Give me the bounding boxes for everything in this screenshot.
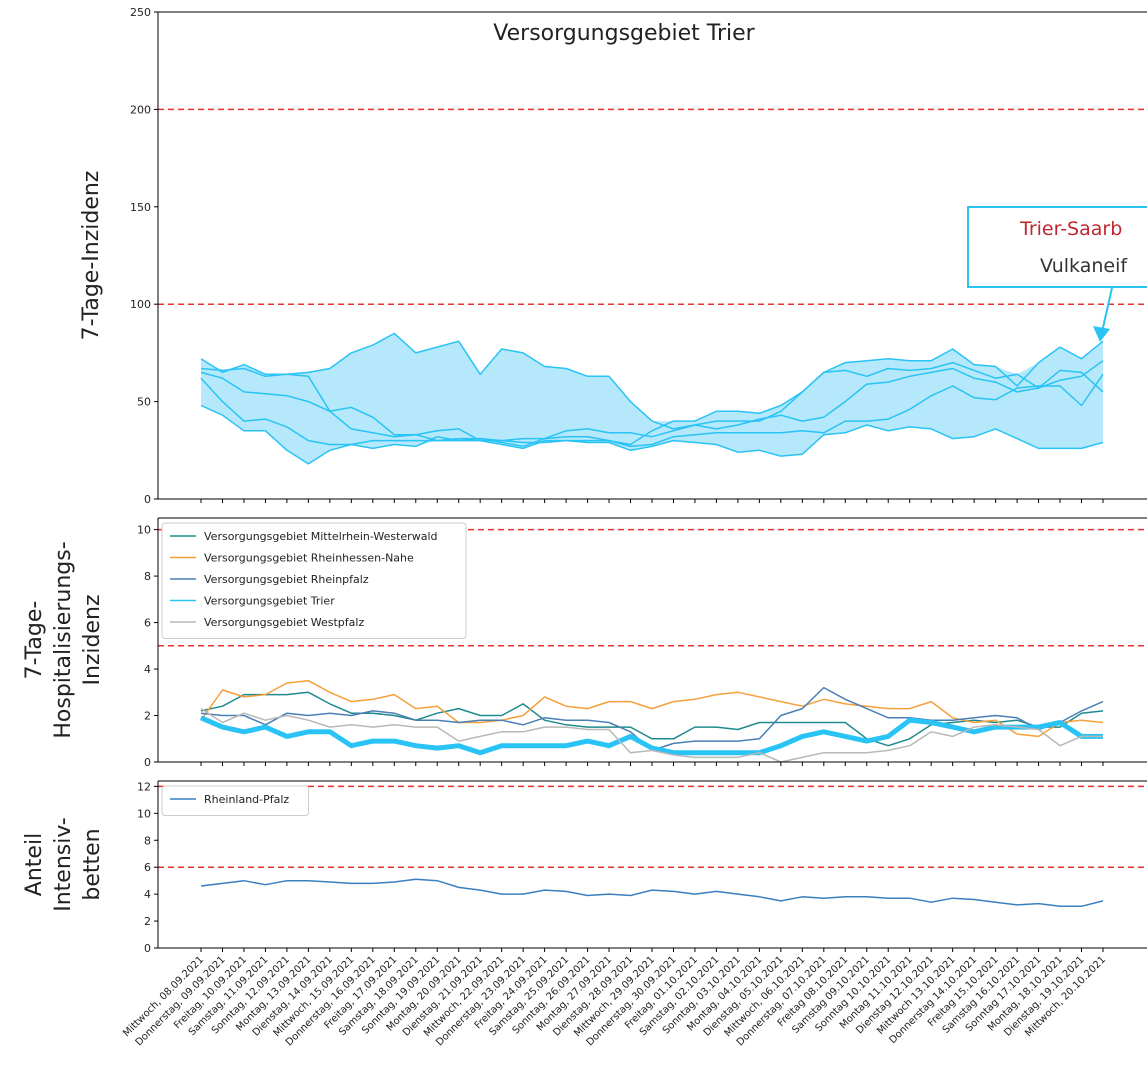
y-tick-label: 200 bbox=[130, 103, 151, 116]
series-line bbox=[200, 715, 1103, 756]
series-line bbox=[200, 367, 1104, 442]
y-axis-label: Anteil bbox=[22, 833, 47, 896]
y-axis-label: Hospitalisierungs- bbox=[51, 541, 76, 738]
y-tick-label: 150 bbox=[130, 201, 151, 214]
series-line bbox=[200, 679, 1104, 738]
y-tick-label: 0 bbox=[144, 756, 151, 769]
annotation-text: Vulkaneif bbox=[1040, 255, 1128, 277]
y-tick-label: 250 bbox=[130, 6, 151, 19]
legend-label: Versorgungsgebiet Rheinpfalz bbox=[204, 573, 369, 586]
y-tick-label: 50 bbox=[137, 396, 151, 409]
y-axis-label: Intensiv- bbox=[51, 817, 76, 911]
series-line bbox=[200, 360, 1104, 446]
legend-box bbox=[161, 785, 309, 816]
y-tick-label: 0 bbox=[144, 493, 151, 506]
series-line bbox=[200, 691, 1104, 747]
y-axis-label: Inzidenz bbox=[80, 594, 105, 685]
y-axis-label: 7-Tage- bbox=[22, 601, 47, 680]
y-tick-label: 2 bbox=[144, 710, 151, 723]
y-tick-label: 12 bbox=[137, 780, 151, 793]
y-tick-label: 4 bbox=[144, 888, 151, 901]
y-tick-label: 10 bbox=[137, 807, 151, 820]
annotation-box bbox=[967, 206, 1147, 288]
y-tick-label: 4 bbox=[144, 663, 151, 676]
y-tick-label: 2 bbox=[144, 915, 151, 928]
chart-title: Versorgungsgebiet Trier bbox=[493, 21, 755, 46]
legend-label: Rheinland-Pfalz bbox=[204, 793, 289, 806]
x-tick-label: Donnerstag, 09.09.2021 bbox=[134, 954, 228, 1048]
annotation-arrowhead bbox=[1093, 326, 1110, 342]
y-tick-label: 6 bbox=[144, 617, 151, 630]
legend-label: Versorgungsgebiet Rheinhessen-Nahe bbox=[204, 552, 414, 565]
y-tick-label: 8 bbox=[144, 570, 151, 583]
annotation-text: Trier-Saarb bbox=[1019, 218, 1122, 240]
annotation-arrow bbox=[1101, 287, 1113, 333]
y-tick-label: 10 bbox=[137, 524, 151, 537]
legend-label: Versorgungsgebiet Trier bbox=[204, 595, 335, 608]
series-line bbox=[200, 878, 1104, 908]
legend-box bbox=[161, 522, 467, 639]
series-line bbox=[200, 707, 1103, 763]
legend-label: Versorgungsgebiet Mittelrhein-Westerwald bbox=[204, 530, 437, 543]
y-axis-label: 7-Tage-Inzidenz bbox=[79, 171, 104, 341]
y-tick-label: 0 bbox=[144, 942, 151, 955]
y-tick-label: 6 bbox=[144, 861, 151, 874]
y-tick-label: 8 bbox=[144, 834, 151, 847]
series-line bbox=[200, 404, 1104, 465]
legend-label: Versorgungsgebiet Westpfalz bbox=[204, 616, 364, 629]
y-axis-label: betten bbox=[80, 828, 105, 900]
series-line bbox=[200, 332, 1104, 430]
y-tick-label: 100 bbox=[130, 298, 151, 311]
series-line bbox=[200, 686, 1104, 752]
range-band bbox=[201, 333, 1103, 464]
